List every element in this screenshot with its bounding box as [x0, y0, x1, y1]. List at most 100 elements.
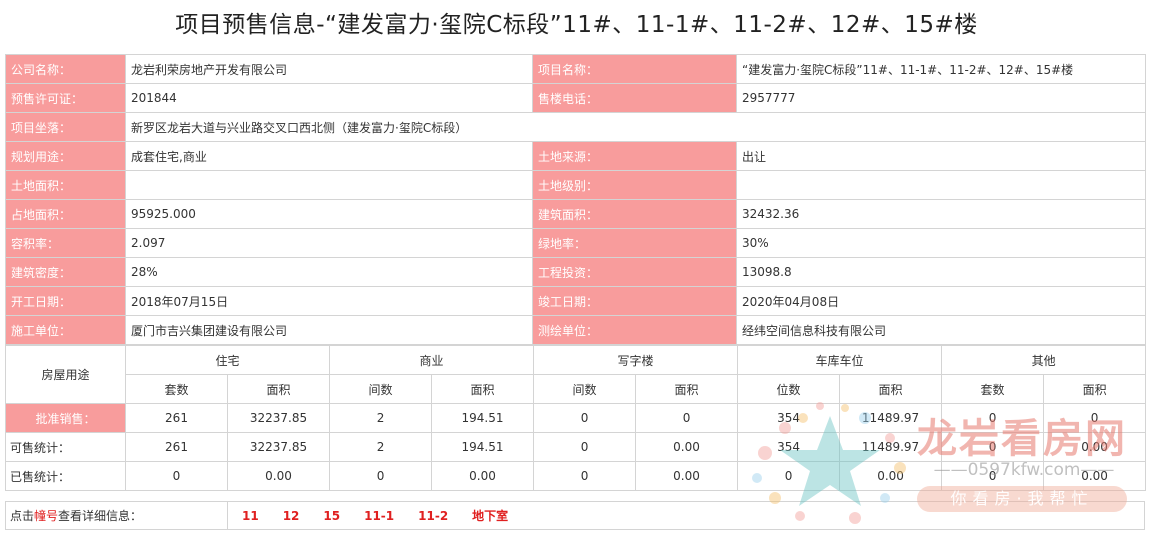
- stats-cell: 261: [125, 403, 228, 433]
- stats-cell: 2: [329, 432, 433, 462]
- info-label: 规划用途：: [5, 141, 126, 171]
- info-value: 32432.36: [736, 199, 1146, 229]
- stats-cell: 11489.97: [839, 432, 943, 462]
- info-value: 28%: [125, 257, 533, 287]
- info-label: 土地面积：: [5, 170, 126, 200]
- detail-label: 点击 幢号 查看详细信息：: [6, 502, 228, 529]
- stats-row-label: 可售统计：: [5, 432, 126, 462]
- building-link[interactable]: 12: [282, 508, 300, 523]
- stats-group-header-row: 房屋用途 住宅 商业 写字楼 车库车位 其他: [5, 345, 1147, 404]
- stats-cell: 0: [533, 461, 637, 491]
- info-row: 建筑密度： 28% 工程投资： 13098.8: [5, 257, 1146, 287]
- stats-subheader: 套数: [941, 374, 1045, 404]
- building-link[interactable]: 11-1: [364, 508, 395, 523]
- info-value: 201844: [125, 83, 533, 113]
- info-label: 建筑面积：: [532, 199, 737, 229]
- stats-row-label: 已售统计：: [5, 461, 126, 491]
- stats-cell: 194.51: [431, 403, 535, 433]
- stats-cell: 32237.85: [226, 432, 331, 462]
- info-label: 土地级别：: [532, 170, 737, 200]
- project-info-table: 公司名称： 龙岩利荣房地产开发有限公司 项目名称： “建发富力·玺院C标段”11#、1…: [5, 54, 1146, 345]
- stats-cell: 0: [125, 461, 228, 491]
- info-label: 容积率：: [5, 228, 126, 258]
- stats-cell: 0: [533, 432, 637, 462]
- stats-cell: 0: [635, 403, 739, 433]
- stats-cell: 0.00: [839, 461, 943, 491]
- info-value: 经纬空间信息科技有限公司: [736, 315, 1146, 345]
- info-label: 工程投资：: [532, 257, 737, 287]
- stats-subheader: 位数: [737, 374, 841, 404]
- building-link[interactable]: 11-2: [418, 508, 449, 523]
- info-value: 龙岩利荣房地产开发有限公司: [125, 54, 533, 84]
- building-link[interactable]: 地下室: [472, 509, 509, 523]
- stats-group-header: 其他: [941, 345, 1147, 375]
- stats-cell: 0: [1043, 403, 1147, 433]
- stats-subheader: 面积: [431, 374, 535, 404]
- stats-cell: 0.00: [431, 461, 535, 491]
- page-title: 项目预售信息-“建发富力·玺院C标段”11#、11-1#、11-2#、12#、1…: [175, 12, 978, 38]
- stats-group-header: 住宅: [124, 345, 331, 375]
- detail-label-prefix: 点击: [10, 509, 35, 523]
- stats-cell: 0: [941, 403, 1045, 433]
- stats-row: 可售统计： 261 32237.85 2 194.51 0 0.00 354 11489.97 0…: [5, 432, 1147, 462]
- detail-label-highlight: 幢号: [34, 509, 59, 523]
- info-value: [736, 170, 1146, 200]
- info-value: 出让: [736, 141, 1146, 171]
- stats-cell: 354: [737, 403, 841, 433]
- info-label: 预售许可证：: [5, 83, 126, 113]
- stats-cell: 0.00: [635, 461, 739, 491]
- stats-row-label: 批准销售：: [5, 403, 126, 433]
- stats-cell: 11489.97: [839, 403, 943, 433]
- stats-cell: 0: [329, 461, 433, 491]
- info-label: 建筑密度：: [5, 257, 126, 287]
- building-link[interactable]: 15: [323, 508, 341, 523]
- info-value: 13098.8: [736, 257, 1146, 287]
- stats-cell: 0: [737, 461, 841, 491]
- info-value: 新罗区龙岩大道与兴业路交叉口西北侧（建发富力·玺院C标段）: [125, 112, 1146, 142]
- info-value: 成套住宅,商业: [125, 141, 533, 171]
- stats-subheader-row: 套数 面积 间数 面积 间数 面积 位数 面积 套数 面积: [6, 374, 1147, 404]
- usage-header: 房屋用途: [5, 345, 126, 404]
- info-row: 容积率： 2.097 绿地率： 30%: [5, 228, 1146, 258]
- stats-cell: 0.00: [635, 432, 739, 462]
- stats-cell: 2: [329, 403, 433, 433]
- info-label: 项目名称：: [532, 54, 737, 84]
- stats-row: 批准销售： 261 32237.85 2 194.51 0 0 354 11489.97 0 0: [5, 403, 1147, 433]
- info-value: 2018年07月15日: [125, 286, 533, 316]
- info-row: 公司名称： 龙岩利荣房地产开发有限公司 项目名称： “建发富力·玺院C标段”11#、1…: [5, 54, 1146, 84]
- info-value: 2.097: [125, 228, 533, 258]
- info-label: 土地来源：: [532, 141, 737, 171]
- info-label: 占地面积：: [5, 199, 126, 229]
- info-row: 占地面积： 95925.000 建筑面积： 32432.36: [5, 199, 1146, 229]
- building-links: 11 12 15 11-1 11-2 地下室: [228, 507, 532, 524]
- stats-group-header: 车库车位: [737, 345, 943, 375]
- info-row: 预售许可证： 201844 售楼电话： 2957777: [5, 83, 1146, 113]
- stats-cell: 194.51: [431, 432, 535, 462]
- building-link[interactable]: 11: [242, 508, 259, 523]
- info-value: 30%: [736, 228, 1146, 258]
- info-label: 施工单位：: [5, 315, 126, 345]
- stats-subheader: 套数: [125, 374, 228, 404]
- stats-cell: 0.00: [1043, 432, 1147, 462]
- stats-cell: 0.00: [226, 461, 331, 491]
- stats-group-header: 写字楼: [533, 345, 739, 375]
- sales-stats-table: 房屋用途 住宅 商业 写字楼 车库车位 其他 套数 面积 间数 面积 间数 面积 位数 面积 套数 面积 批准销…: [5, 345, 1147, 491]
- stats-cell: 354: [737, 432, 841, 462]
- stats-cell: 0: [533, 403, 637, 433]
- info-row: 项目坐落： 新罗区龙岩大道与兴业路交叉口西北侧（建发富力·玺院C标段）: [5, 112, 1146, 142]
- info-label: 绿地率：: [532, 228, 737, 258]
- info-value: “建发富力·玺院C标段”11#、11-1#、11-2#、12#、15#楼: [736, 54, 1146, 84]
- stats-subheader: 面积: [635, 374, 739, 404]
- building-detail-bar: 点击 幢号 查看详细信息： 11 12 15 11-1 11-2 地下室: [5, 501, 1145, 530]
- info-label: 测绘单位：: [532, 315, 737, 345]
- info-label: 售楼电话：: [532, 83, 737, 113]
- stats-cell: 0: [941, 461, 1045, 491]
- stats-cell: 32237.85: [226, 403, 331, 433]
- info-value: [125, 170, 533, 200]
- info-row: 土地面积： 土地级别：: [5, 170, 1146, 200]
- stats-group-header: 商业: [329, 345, 535, 375]
- stats-row: 已售统计： 0 0.00 0 0.00 0 0.00 0 0.00 0 0.00: [5, 461, 1147, 491]
- info-row: 开工日期： 2018年07月15日 竣工日期： 2020年04月08日: [5, 286, 1146, 316]
- stats-cell: 0: [941, 432, 1045, 462]
- stats-subheader: 间数: [329, 374, 433, 404]
